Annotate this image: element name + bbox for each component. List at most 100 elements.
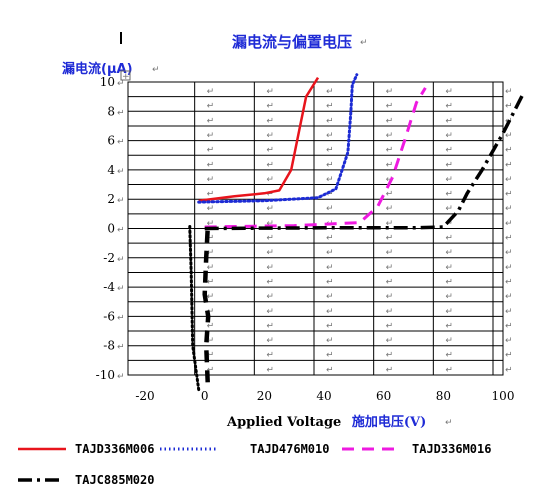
cell-mark: ↵ [326,365,334,375]
paragraph-mark: ↵ [117,372,125,382]
y-tick-label: -8 [103,339,115,353]
cell-mark: ↵ [207,292,215,302]
cell-mark: ↵ [505,102,513,112]
cell-mark: ↵ [326,277,334,287]
cell-mark: ↵ [266,190,274,200]
cell-mark: ↵ [386,292,394,302]
cell-mark: ↵ [386,307,394,317]
y-tick-label: -10 [96,368,115,382]
cell-mark: ↵ [505,321,513,331]
cell-mark: ↵ [326,204,334,214]
paragraph-mark: ↵ [117,226,125,236]
cell-mark: ↵ [326,321,334,331]
cell-mark: ↵ [505,263,513,273]
cell-mark: ↵ [326,175,334,185]
cell-mark: ↵ [445,116,453,126]
legend-label: TAJC885M020 [75,473,154,487]
x-tick-label: 40 [316,389,331,403]
cell-mark: ↵ [326,87,334,97]
cell-mark: ↵ [386,160,394,170]
cell-mark: ↵ [445,234,453,244]
cell-mark: ↵ [505,351,513,361]
cell-mark: ↵ [445,204,453,214]
cell-mark: ↵ [207,116,215,126]
move-handle-glyph: + [122,72,130,82]
cell-mark: ↵ [445,248,453,258]
x-axis-label-cn: 施加电压(V) [352,414,426,430]
cell-mark: ↵ [207,307,215,317]
cell-mark: ↵ [266,116,274,126]
cell-mark: ↵ [266,277,274,287]
y-axis-label: 漏电流(μA) [62,61,133,77]
cell-mark: ↵ [445,307,453,317]
y-tick-label: 6 [107,134,115,148]
cell-mark: ↵ [445,351,453,361]
cell-mark: ↵ [505,204,513,214]
cell-mark: ↵ [386,87,394,97]
cell-mark: ↵ [386,131,394,141]
y-tick-label: 10 [100,75,115,89]
paragraph-mark: ↵ [117,196,125,206]
cell-mark: ↵ [326,307,334,317]
cell-mark: ↵ [207,336,215,346]
cell-mark: ↵ [266,131,274,141]
cell-mark: ↵ [207,204,215,214]
cell-mark: ↵ [386,146,394,156]
paragraph-mark: ↵ [117,284,125,294]
cell-mark: ↵ [386,248,394,258]
cell-mark: ↵ [207,365,215,375]
cell-mark: ↵ [386,204,394,214]
legend-label: TAJD476M010 [250,442,329,456]
cell-mark: ↵ [445,321,453,331]
cell-mark: ↵ [326,234,334,244]
series-lines [188,73,526,392]
cell-mark: ↵ [505,190,513,200]
cell-mark: ↵ [505,175,513,185]
legend-label: TAJD336M016 [412,442,491,456]
cell-mark: ↵ [505,307,513,317]
cell-mark: ↵ [386,336,394,346]
cell-mark: ↵ [445,263,453,273]
x-axis-label-en: Applied Voltage [226,415,341,430]
cell-mark: ↵ [207,234,215,244]
x-tick-label: 20 [257,389,272,403]
series-line-4 [188,224,201,392]
cell-mark: ↵ [207,160,215,170]
cell-mark: ↵ [445,102,453,112]
cell-mark: ↵ [207,219,215,229]
cell-mark: ↵ [505,365,513,375]
cell-mark: ↵ [386,190,394,200]
cell-mark: ↵ [505,248,513,258]
move-handle-icon[interactable] [120,70,131,81]
x-axis-label: Applied Voltage 施加电压(V) [226,414,426,430]
cell-mark: ↵ [207,248,215,258]
paragraph-mark: ↵ [117,138,125,148]
cell-mark: ↵ [386,321,394,331]
cell-mark: ↵ [266,175,274,185]
series-line-0 [198,76,320,202]
cell-mark: ↵ [266,263,274,273]
cell-mark: ↵ [326,102,334,112]
cell-mark: ↵ [266,351,274,361]
cell-mark: ↵ [207,321,215,331]
cell-mark: ↵ [266,321,274,331]
cell-mark: ↵ [445,292,453,302]
y-tick-label: 8 [107,104,115,118]
text-cursor [120,32,122,44]
cell-mark: ↵ [326,263,334,273]
paragraph-mark: ↵ [152,65,160,75]
cell-mark: ↵ [505,146,513,156]
cell-mark: ↵ [505,336,513,346]
cell-mark: ↵ [445,87,453,97]
cell-mark: ↵ [266,365,274,375]
x-tick-label: 100 [492,389,515,403]
cell-mark: ↵ [386,365,394,375]
cell-mark: ↵ [445,190,453,200]
cell-mark: ↵ [326,351,334,361]
cell-mark: ↵ [207,263,215,273]
cell-mark: ↵ [445,146,453,156]
series-line-5 [202,224,212,383]
y-tick-label: -6 [103,309,115,323]
cell-mark: ↵ [386,263,394,273]
paragraph-mark: ↵ [445,418,453,428]
